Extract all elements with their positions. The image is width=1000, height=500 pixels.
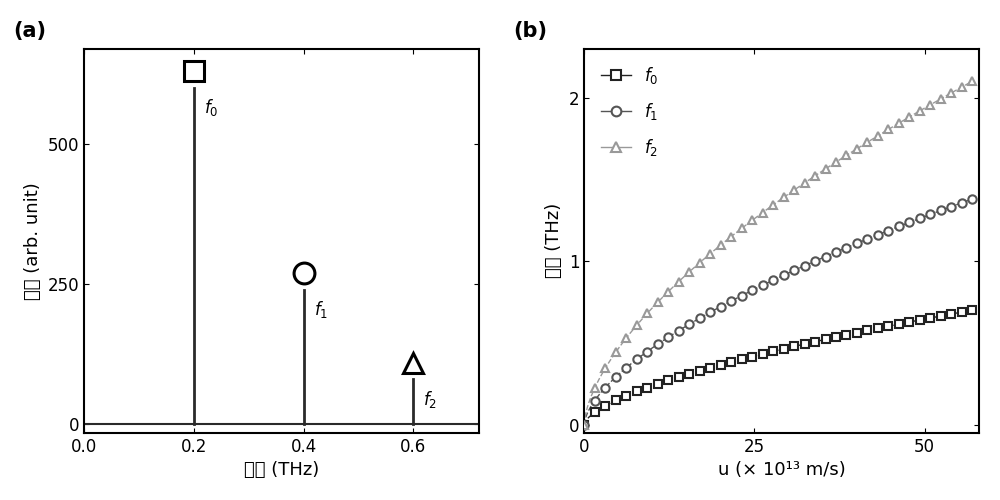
Y-axis label: 强度 (arb. unit): 强度 (arb. unit) bbox=[24, 182, 42, 300]
X-axis label: 频率 (THz): 频率 (THz) bbox=[244, 461, 319, 479]
Text: $f_{1}$: $f_{1}$ bbox=[314, 299, 328, 320]
Text: (b): (b) bbox=[513, 21, 547, 41]
X-axis label: u (× 10¹³ m/s): u (× 10¹³ m/s) bbox=[718, 461, 846, 479]
Text: (a): (a) bbox=[13, 21, 46, 41]
Text: $f_{2}$: $f_{2}$ bbox=[423, 388, 437, 409]
Legend: $f_{0}$, $f_{1}$, $f_{2}$: $f_{0}$, $f_{1}$, $f_{2}$ bbox=[593, 57, 667, 166]
Text: $f_{0}$: $f_{0}$ bbox=[204, 97, 218, 118]
Y-axis label: 频率 (THz): 频率 (THz) bbox=[545, 203, 563, 278]
